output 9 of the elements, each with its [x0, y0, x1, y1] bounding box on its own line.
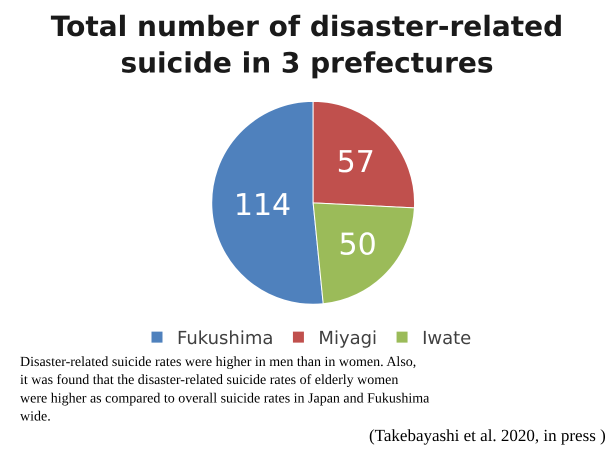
chart-title: Total number of disaster-related suicide in 3 prefectures — [50, 10, 564, 80]
text: (Takebayashi et al. 2020, in press ) — [369, 426, 606, 445]
text: Disaster-related suicide rates were higher in men than in women. Also, it was found that the disaster-related suicide rates of elderly women were higher as compared to overall suicide rates in Japan and Fukushima wide. — [20, 355, 430, 425]
data-label: 57 — [336, 144, 375, 180]
legend-label: Fukushima — [177, 328, 274, 350]
legend-label: Miyagi — [318, 328, 378, 350]
data-label: 50 — [338, 228, 377, 263]
data-label: 114 — [234, 188, 292, 223]
legend-label: Iwate — [422, 328, 472, 350]
